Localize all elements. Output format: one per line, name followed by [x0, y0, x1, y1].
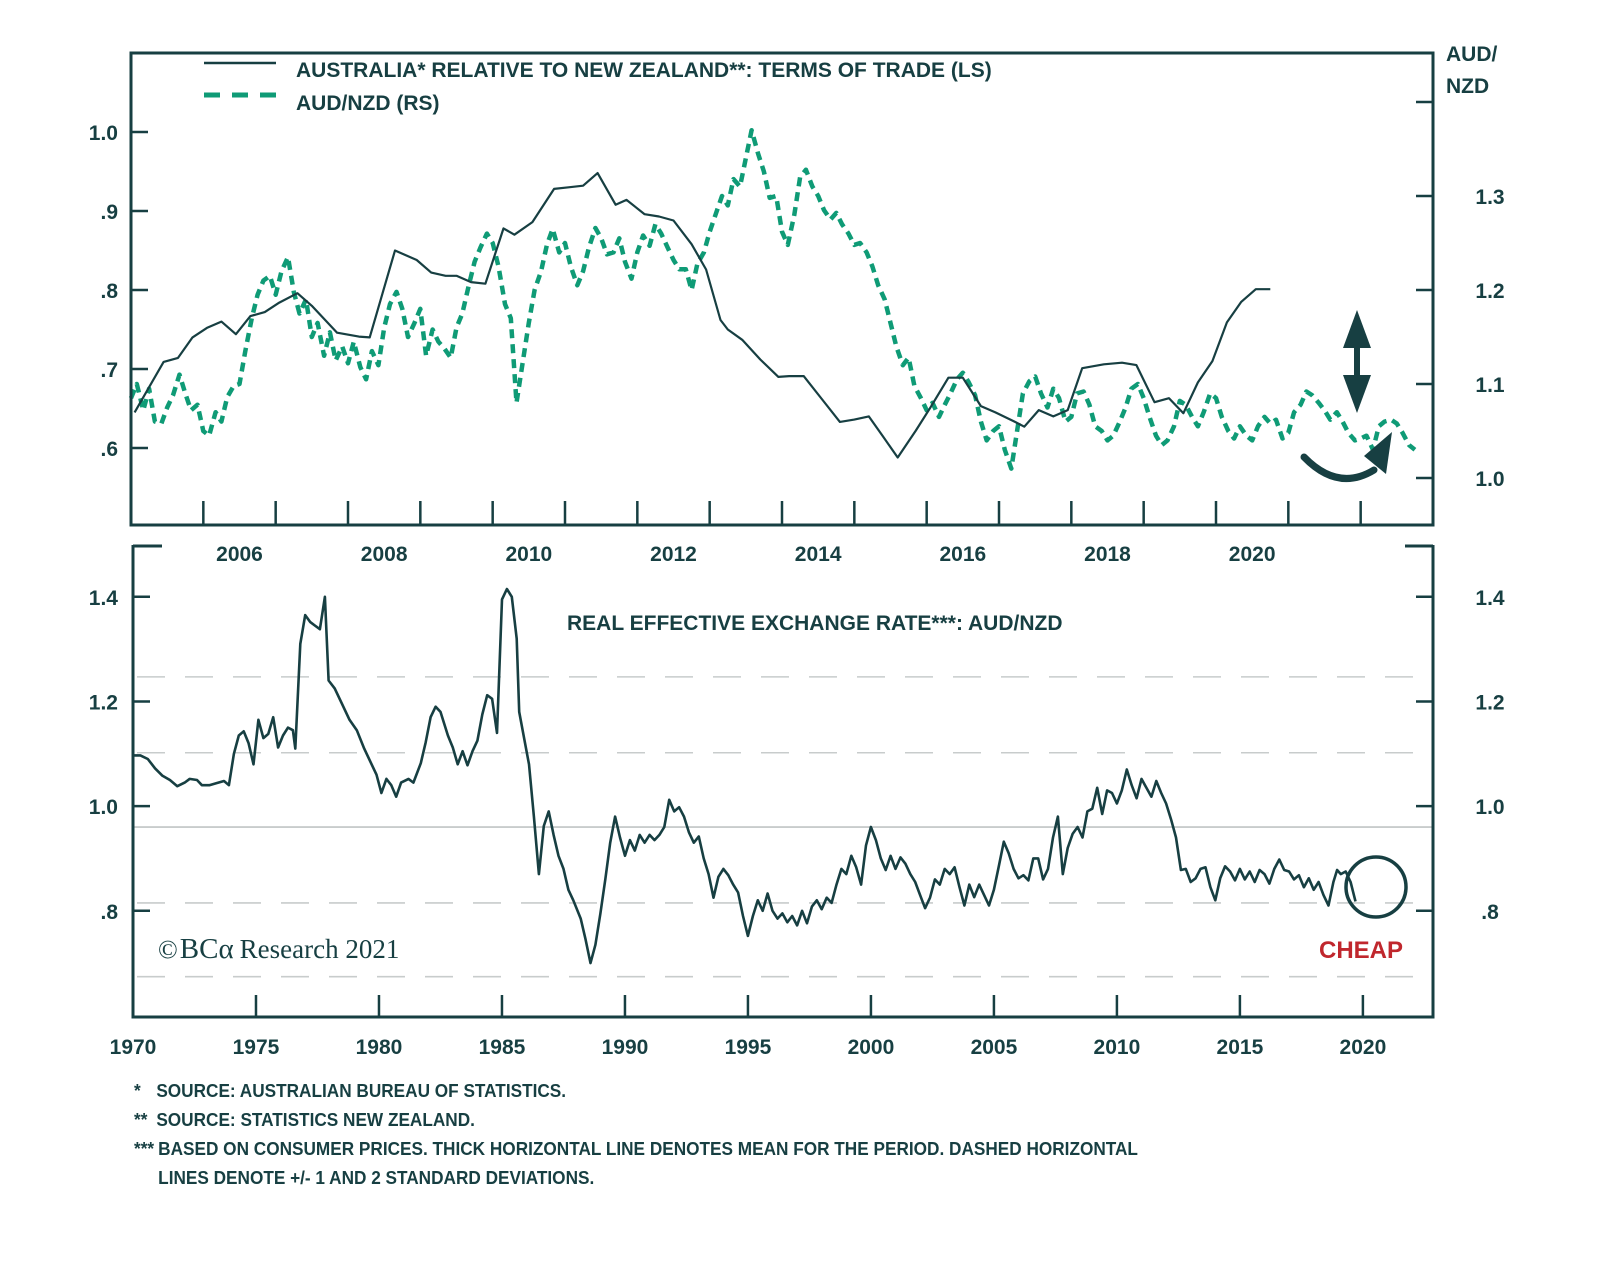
bottom-ticks: 1970 1975 1980 1985 1990 1995 2000 2005 2010 2015… [89, 587, 1505, 1059]
top-x-tick-label: 2014 [795, 543, 842, 566]
legend-audnzd-label: AUD/NZD (RS) [296, 92, 439, 115]
top-x-tick-label: 2016 [939, 543, 986, 566]
right-axis-title-line1: AUD/ [1446, 43, 1497, 66]
highlight-circle [1344, 855, 1408, 919]
top-x-tick-label: 2012 [650, 543, 697, 566]
top-right-y-tick-label: 1.3 [1475, 186, 1504, 209]
bottom-right-y-tick-label: 1.0 [1475, 796, 1504, 819]
copyright-text: Research 2021 [240, 934, 400, 964]
copyright-symbol: © [158, 935, 178, 964]
top-series-layer [128, 127, 1417, 471]
top-right-y-tick-label: 1.2 [1475, 280, 1504, 303]
bottom-x-tick-label: 1985 [479, 1036, 526, 1059]
bottom-x-tick-label: 2015 [1217, 1036, 1264, 1059]
bottom-x-tick-label: 2010 [1094, 1036, 1141, 1059]
bottom-x-tick-label: 1970 [110, 1036, 157, 1059]
bottom-right-y-tick-label: 1.2 [1475, 691, 1504, 714]
bottom-panel: 1970 1975 1980 1985 1990 1995 2000 2005 2010 2015… [89, 544, 1505, 1059]
footnote-3: *** BASED ON CONSUMER PRICES. THICK HORI… [134, 1134, 1343, 1163]
bottom-x-tick-label: 2005 [971, 1036, 1018, 1059]
bottom-x-tick-label: 1975 [233, 1036, 280, 1059]
bottom-series-layer [133, 587, 1357, 965]
bottom-left-y-tick-label: 1.2 [89, 691, 118, 714]
footnote-text: SOURCE: STATISTICS NEW ZEALAND. [156, 1109, 475, 1130]
bottom-right-y-tick-label: 1.4 [1475, 587, 1505, 610]
terms-of-trade-series-line [133, 172, 1271, 459]
bottom-left-y-tick-label: 1.0 [89, 796, 118, 819]
right-axis-title-line2: NZD [1446, 75, 1489, 98]
bottom-frame [131, 545, 1435, 1019]
top-x-tick-label: 2008 [361, 543, 408, 566]
top-right-y-tick-label: 1.0 [1475, 468, 1504, 491]
bottom-x-tick-label: 1990 [602, 1036, 649, 1059]
curved-arrow-up-icon [1300, 432, 1392, 482]
top-left-y-tick-label: .9 [100, 201, 118, 224]
top-x-tick-label: 2010 [505, 543, 552, 566]
bottom-chart-title: REAL EFFECTIVE EXCHANGE RATE***: AUD/NZD [567, 612, 1062, 635]
top-left-y-tick-label: .8 [100, 280, 118, 303]
top-x-tick-label: 2018 [1084, 543, 1131, 566]
reference-lines [133, 676, 1433, 978]
footnote-3-continuation: LINES DENOTE +/- 1 AND 2 STANDARD DEVIAT… [134, 1163, 1343, 1192]
footnote-mark: *** [134, 1138, 155, 1159]
bottom-x-tick-label: 2000 [848, 1036, 895, 1059]
footnote-mark: * [134, 1080, 141, 1101]
cheap-label: CHEAP [1319, 937, 1403, 964]
top-left-y-tick-label: .6 [100, 438, 118, 461]
top-left-y-tick-label: 1.0 [89, 122, 118, 145]
reer-series-line [133, 587, 1357, 965]
bottom-right-y-tick-label: .8 [1481, 901, 1499, 924]
top-right-y-tick-label: 1.1 [1475, 374, 1505, 397]
bottom-x-tick-label: 2020 [1340, 1036, 1387, 1059]
copyright-mark: ©BCα Research 2021 [158, 933, 399, 965]
footnote-2: ** SOURCE: STATISTICS NEW ZEALAND. [134, 1105, 1343, 1134]
double-arrow-icon [1343, 310, 1371, 413]
top-left-y-tick-label: .7 [100, 359, 118, 382]
bottom-x-tick-label: 1995 [725, 1036, 772, 1059]
footnote-mark: ** [134, 1109, 148, 1130]
bottom-left-y-tick-label: .8 [100, 901, 118, 924]
footnote-text: BASED ON CONSUMER PRICES. THICK HORIZONT… [158, 1138, 1138, 1159]
top-x-tick-label: 2006 [216, 543, 263, 566]
legend-tot-label: AUSTRALIA* RELATIVE TO NEW ZEALAND**: TE… [296, 59, 992, 82]
top-panel: 2006 2008 2010 2012 2014 2016 2018 2020 .6 .7 .8 .9… [89, 43, 1505, 566]
footnotes: * SOURCE: AUSTRALIAN BUREAU OF STATISTIC… [134, 1076, 1343, 1192]
footnote-text: LINES DENOTE +/- 1 AND 2 STANDARD DEVIAT… [158, 1167, 595, 1188]
footnote-text: SOURCE: AUSTRALIAN BUREAU OF STATISTICS. [156, 1080, 567, 1101]
bottom-left-y-tick-label: 1.4 [89, 587, 119, 610]
top-frame [129, 51, 1435, 527]
top-x-tick-label: 2020 [1229, 543, 1276, 566]
bottom-x-tick-label: 1980 [356, 1036, 403, 1059]
copyright-brand: BCα [180, 933, 234, 965]
footnote-1: * SOURCE: AUSTRALIAN BUREAU OF STATISTIC… [134, 1076, 1343, 1105]
top-ticks: 2006 2008 2010 2012 2014 2016 2018 2020 .6 .7 .8 .9… [89, 100, 1505, 566]
audnzd-series-line [128, 127, 1417, 471]
